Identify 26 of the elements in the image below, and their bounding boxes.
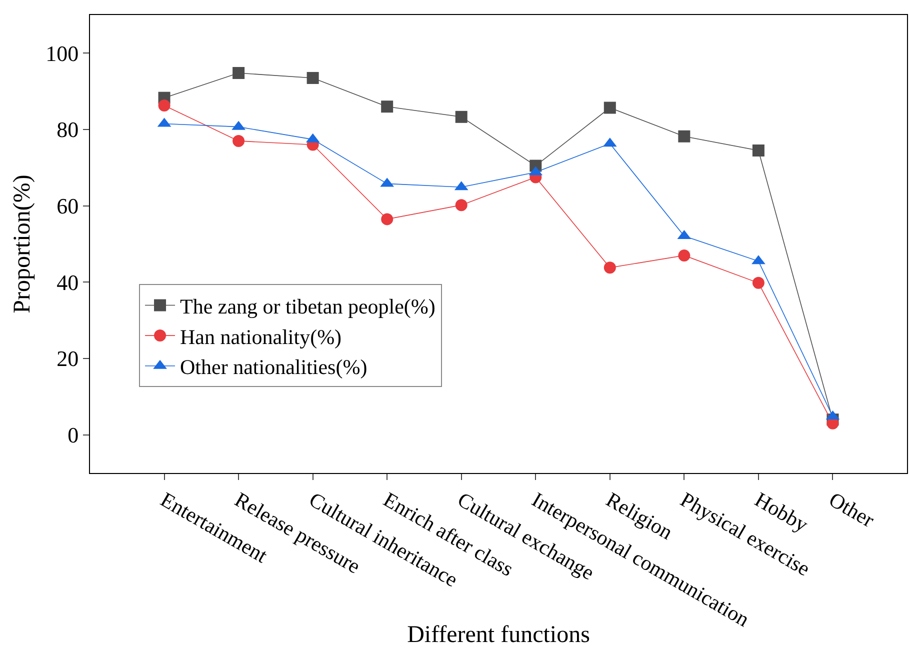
- legend-label: Han nationality(%): [180, 324, 342, 349]
- point: [455, 199, 468, 212]
- point: [381, 213, 394, 226]
- y-tick-label: 40: [56, 270, 79, 295]
- point: [752, 276, 764, 289]
- x-tick-label: Other: [824, 487, 878, 532]
- point: [306, 72, 319, 84]
- y-tick-label: 60: [56, 194, 79, 219]
- point: [158, 99, 170, 112]
- point: [678, 249, 690, 262]
- point: [232, 67, 245, 80]
- point: [381, 100, 394, 113]
- y-axis-title: Proportion(%): [10, 174, 36, 314]
- legend-label: Other nationalities(%): [180, 355, 368, 380]
- y-tick-label: 0: [68, 422, 79, 448]
- point: [604, 102, 616, 114]
- x-axis-title: Different functions: [407, 622, 590, 648]
- point: [232, 134, 245, 147]
- y-tick-label: 80: [56, 117, 79, 142]
- point: [752, 144, 764, 156]
- y-tick-label: 100: [46, 40, 79, 66]
- y-tick-label: 20: [56, 346, 79, 372]
- legend-label: The zang or tibetan people(%): [180, 294, 436, 318]
- point: [455, 110, 468, 123]
- point: [678, 130, 690, 142]
- point: [604, 262, 616, 274]
